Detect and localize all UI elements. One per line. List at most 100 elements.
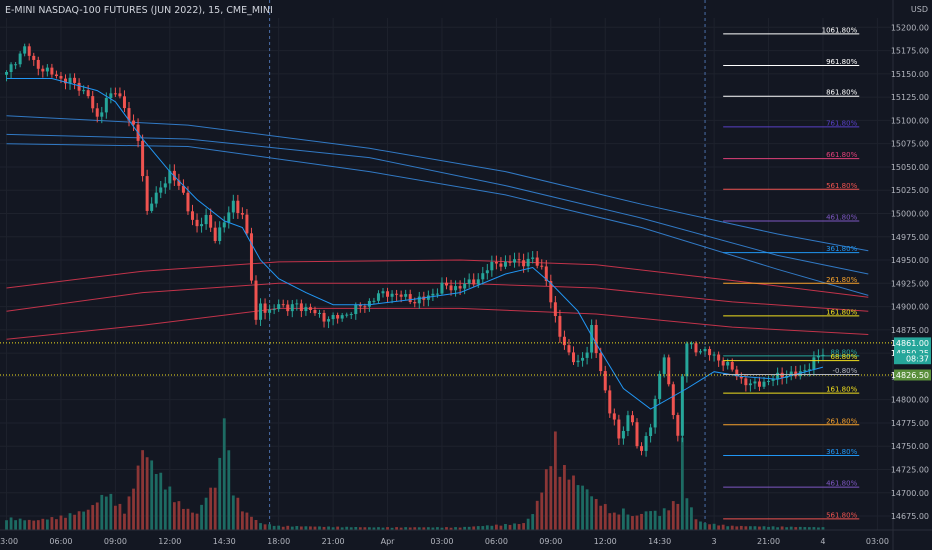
candle-body: [494, 261, 498, 264]
volume-bar: [730, 525, 734, 530]
candle-body: [168, 170, 172, 184]
candle-body: [626, 415, 630, 431]
volume-bar: [758, 526, 761, 530]
volume-bar: [531, 514, 535, 530]
time-axis: 03:00 06:00 09:00 12:00 14:30 18:00 21:00 Apr 03…: [0, 529, 932, 546]
volume-bar: [64, 517, 67, 530]
fib-level-label: 88.80%: [831, 348, 858, 356]
candle-body: [100, 112, 104, 117]
volume-bar: [377, 527, 380, 530]
volume-bar: [123, 513, 126, 530]
candle-body: [603, 371, 607, 391]
candle-body: [286, 304, 290, 312]
volume-bar: [617, 514, 621, 530]
candle-body: [77, 82, 81, 91]
volume-bar: [699, 521, 702, 530]
volume-bar: [644, 511, 648, 530]
fib-level-label: 461.80%: [826, 480, 857, 488]
candle-body: [653, 398, 657, 428]
x-tick-label: 21:00: [757, 537, 780, 546]
volume-bar: [272, 525, 276, 530]
candle-body: [54, 74, 58, 77]
candle-body: [227, 212, 231, 223]
candle-body: [254, 280, 258, 320]
candle-body: [585, 352, 589, 358]
candle-body: [522, 260, 526, 267]
currency-label[interactable]: USD: [910, 5, 928, 14]
candle-body: [472, 279, 476, 285]
candle-body: [590, 324, 594, 353]
x-tick-label: 18:00: [267, 537, 290, 546]
band-line: [6, 307, 869, 340]
volume-bar: [526, 518, 530, 530]
volume-bar: [340, 527, 344, 530]
candle-body: [322, 312, 326, 322]
candle-body: [82, 90, 86, 92]
candle-body: [50, 67, 54, 75]
volume-bar: [127, 496, 131, 530]
y-tick-label: 14725.00: [891, 465, 929, 474]
volume-bar: [95, 502, 99, 530]
candle-body: [689, 343, 693, 345]
volume-bar: [150, 460, 154, 530]
candle-body: [807, 369, 811, 371]
y-tick-label: 15200.00: [891, 23, 929, 32]
volume-bar: [599, 505, 603, 530]
y-tick-label: 14925.00: [891, 279, 929, 288]
volume-bar: [177, 501, 181, 530]
fib-level-label: 1061.80%: [822, 26, 858, 34]
volume-bar: [563, 465, 566, 530]
price-tag-label: 14861.00: [891, 339, 929, 348]
candle-body: [5, 71, 9, 75]
volume-bar: [36, 520, 40, 530]
fib-level-label: 461.80%: [826, 213, 857, 221]
candle-body: [195, 219, 199, 227]
volume-bar: [649, 511, 653, 530]
volume-bar: [240, 511, 244, 530]
candle-body: [408, 294, 412, 303]
y-tick-label: 14875.00: [891, 326, 929, 335]
candle-body: [336, 315, 340, 319]
candle-body: [721, 360, 725, 366]
candle-body: [630, 415, 634, 423]
candle-body: [331, 315, 335, 320]
y-tick-label: 14750.00: [891, 442, 929, 451]
volume-bar: [640, 513, 643, 530]
fib-level-label: 961.80%: [826, 58, 857, 66]
volume-bar: [250, 516, 253, 530]
y-tick-label: 14800.00: [891, 396, 929, 405]
candle-body: [345, 314, 349, 316]
volume-bar: [748, 526, 752, 530]
x-tick-label: 3: [712, 537, 717, 546]
volume-bar: [195, 513, 199, 530]
candle-body: [163, 183, 167, 188]
volume-bar: [612, 512, 616, 530]
fib-level-label: 261.80%: [826, 417, 857, 425]
volume-bar: [354, 526, 358, 530]
x-tick-label: Apr: [381, 537, 396, 546]
candle-body: [145, 176, 149, 211]
candle-body: [744, 378, 748, 386]
volume-bar: [213, 487, 217, 530]
volume-bar: [77, 511, 81, 530]
volume-bar: [9, 517, 13, 530]
volume-bar: [445, 527, 448, 530]
y-tick-label: 15075.00: [891, 140, 929, 149]
candle-body: [154, 192, 158, 204]
volume-bar: [690, 507, 693, 530]
candle-body: [748, 383, 752, 386]
candle-body: [694, 343, 698, 353]
volume-bar: [27, 519, 31, 530]
candle-body: [95, 108, 99, 117]
volume-bar: [231, 495, 235, 530]
y-tick-label: 15000.00: [891, 209, 929, 218]
candle-body: [268, 309, 272, 313]
volume-bar: [485, 525, 489, 530]
candle-body: [113, 93, 117, 95]
candle-body: [41, 68, 45, 72]
candle-body: [726, 362, 730, 366]
candle-body: [594, 324, 598, 354]
volume-bar: [82, 511, 86, 530]
volume-bar: [358, 527, 362, 530]
